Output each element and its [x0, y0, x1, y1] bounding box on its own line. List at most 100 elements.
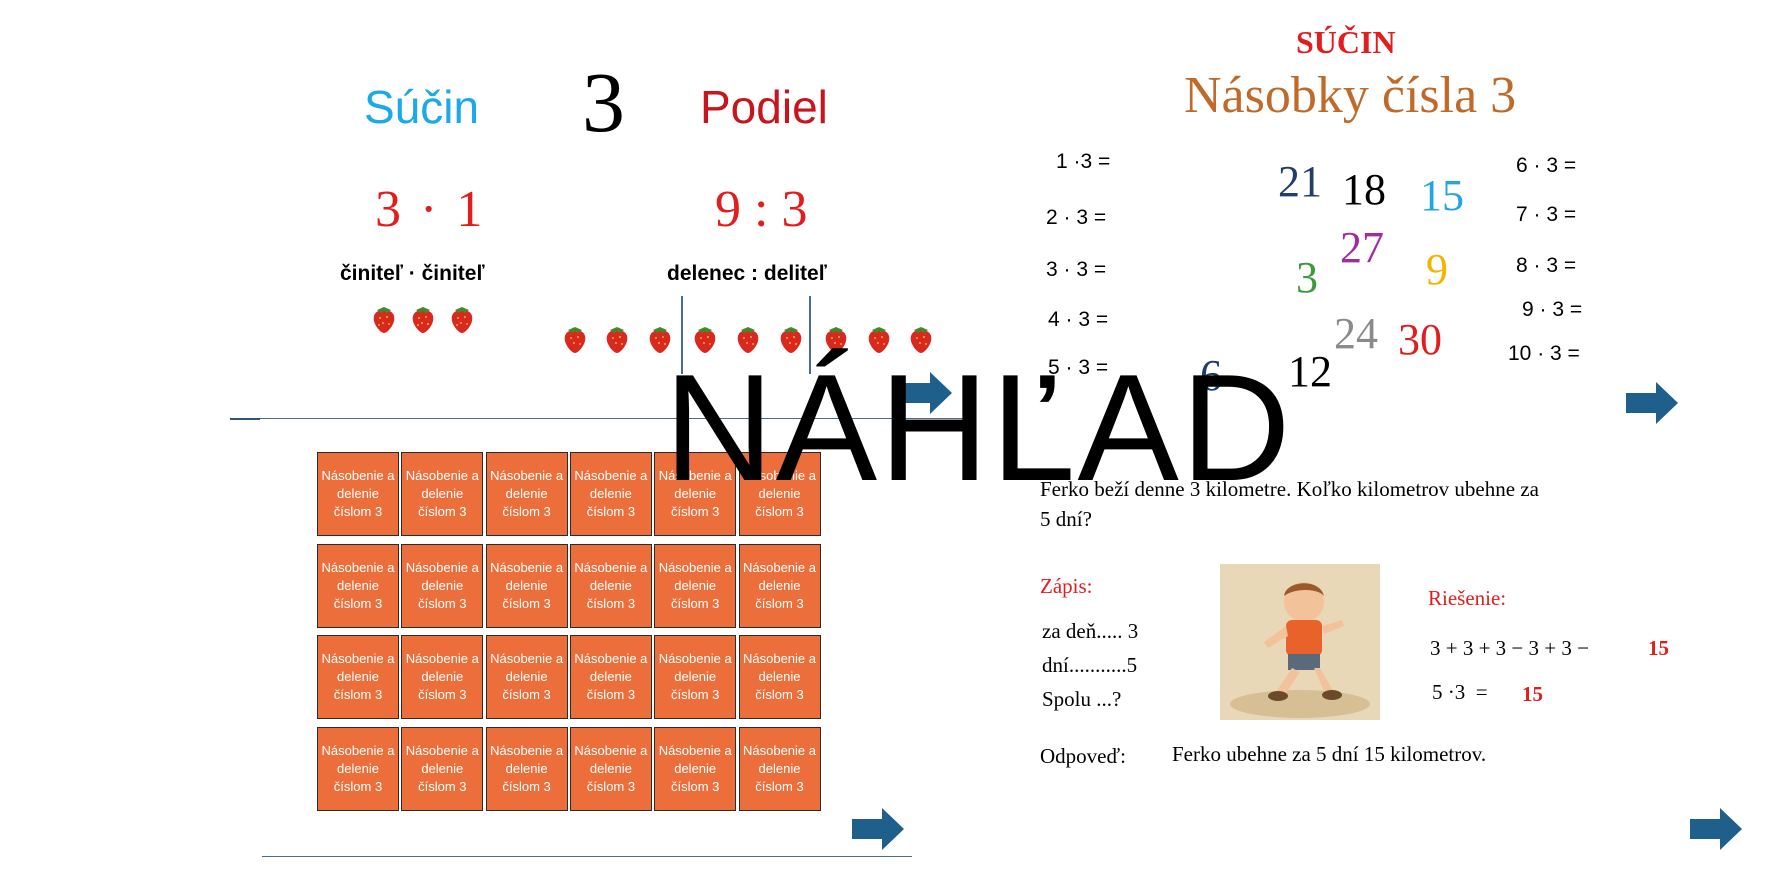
factor-label: činiteľ · činiteľ	[340, 262, 485, 285]
strawberry-icon	[694, 327, 716, 353]
tile-label-line: delenie	[589, 760, 632, 776]
multiple-number[interactable]: 9	[1426, 245, 1448, 294]
tile-label-line: Násobenie a	[574, 651, 648, 666]
tile-label-line: Násobenie a	[490, 651, 564, 666]
tile-label-line: delenie	[674, 577, 717, 593]
lesson-tile[interactable]: Násobenie a delenie číslom 3	[401, 452, 484, 536]
lesson-tile[interactable]: Násobenie a delenie číslom 3	[485, 543, 568, 628]
tile-label-line: číslom 3	[670, 595, 720, 611]
tile-label-line: číslom 3	[586, 595, 636, 611]
lesson-tile[interactable]: Násobenie a delenie číslom 3	[401, 543, 484, 628]
equation-right: 6 · 3 =	[1516, 154, 1577, 177]
lesson-tile[interactable]: Násobenie a delenie číslom 3	[401, 726, 484, 811]
lesson-tile-label: Násobenie a delenie číslom 3	[402, 467, 482, 521]
lesson-tile[interactable]: Násobenie a delenie číslom 3	[569, 452, 652, 536]
next-arrow-icon[interactable]	[900, 372, 952, 414]
lesson-tile[interactable]: Násobenie a delenie číslom 3	[654, 452, 737, 536]
lesson-tile[interactable]: Násobenie a delenie číslom 3	[654, 726, 737, 811]
quotient-expression: 9 : 3	[715, 181, 808, 238]
next-arrow-icon[interactable]	[1690, 808, 1742, 850]
tile-label-line: delenie	[758, 577, 801, 593]
tile-label-line: číslom 3	[670, 504, 720, 519]
tile-label-line: delenie	[505, 577, 548, 593]
tile-label-line: Násobenie a	[574, 559, 648, 575]
strawberry-icon	[649, 327, 671, 353]
tile-label-line: číslom 3	[333, 687, 383, 702]
lesson-tile-label: Násobenie a delenie číslom 3	[571, 742, 651, 796]
lesson-tile[interactable]: Násobenie a delenie číslom 3	[654, 635, 737, 719]
lesson-tile[interactable]: Násobenie a delenie číslom 3	[738, 726, 821, 811]
multiple-number[interactable]: 30	[1398, 315, 1442, 364]
multiple-number[interactable]: 3	[1296, 253, 1318, 302]
tile-label-line: Násobenie a	[658, 742, 732, 758]
riesenie-label: Riešenie:	[1428, 586, 1507, 610]
lesson-tile[interactable]: Násobenie a delenie číslom 3	[738, 635, 821, 719]
tile-label-line: Násobenie a	[405, 559, 479, 575]
tile-label-line: Násobenie a	[743, 468, 816, 483]
tile-label-line: číslom 3	[333, 504, 383, 519]
tile-label-line: delenie	[421, 760, 464, 776]
lesson-tile-label: Násobenie a delenie číslom 3	[655, 467, 735, 521]
lesson-tile-label: Násobenie a delenie číslom 3	[740, 742, 820, 796]
lesson-tile[interactable]: Násobenie a delenie číslom 3	[569, 726, 652, 811]
lesson-tile[interactable]: Násobenie a delenie číslom 3	[485, 726, 568, 811]
next-arrow-icon[interactable]	[1626, 382, 1678, 424]
multiple-number[interactable]: 6	[1200, 351, 1222, 400]
lesson-tile[interactable]: Násobenie a delenie číslom 3	[738, 452, 821, 536]
group-divider	[809, 296, 811, 374]
lesson-tile-label: Násobenie a delenie číslom 3	[571, 650, 651, 704]
tile-label-line: Násobenie a	[658, 559, 732, 575]
tile-label-line: delenie	[758, 760, 801, 776]
tile-label-line: Násobenie a	[321, 651, 395, 666]
tile-label-line: číslom 3	[333, 595, 383, 611]
lesson-tile[interactable]: Násobenie a delenie číslom 3	[654, 543, 737, 628]
lesson-tile[interactable]: Násobenie a delenie číslom 3	[317, 726, 399, 811]
strawberry-icon	[373, 307, 395, 333]
lesson-tile[interactable]: Násobenie a delenie číslom 3	[401, 635, 484, 719]
lesson-tile-label: Násobenie a delenie číslom 3	[318, 559, 398, 613]
multiple-number[interactable]: 15	[1420, 171, 1464, 220]
lesson-tile-label: Násobenie a delenie číslom 3	[318, 650, 398, 704]
lesson-tile[interactable]: Násobenie a delenie číslom 3	[317, 635, 399, 719]
tile-label-line: číslom 3	[333, 778, 383, 794]
slide-separator-line	[230, 418, 970, 419]
tile-label-line: číslom 3	[586, 778, 636, 794]
tile-label-line: Násobenie a	[574, 742, 648, 758]
tile-label-line: číslom 3	[755, 778, 804, 794]
lesson-tile[interactable]: Násobenie a delenie číslom 3	[485, 635, 568, 719]
lesson-tile[interactable]: Násobenie a delenie číslom 3	[317, 543, 399, 628]
answer-label: Odpoveď:	[1040, 744, 1126, 768]
next-arrow-icon[interactable]	[852, 808, 904, 850]
title-number: 3	[582, 54, 625, 150]
tile-label-line: Násobenie a	[743, 742, 816, 758]
tile-label-line: delenie	[674, 486, 717, 501]
preview-watermark: NÁHĽAD	[664, 343, 1293, 513]
tile-label-line: Násobenie a	[490, 742, 564, 758]
lesson-tile[interactable]: Násobenie a delenie číslom 3	[569, 635, 652, 719]
lesson-tile[interactable]: Násobenie a delenie číslom 3	[485, 452, 568, 536]
strawberry-icon	[606, 327, 628, 353]
multiple-number[interactable]: 27	[1340, 223, 1384, 272]
tile-label-line: delenie	[758, 486, 801, 501]
lesson-tile[interactable]: Násobenie a delenie číslom 3	[738, 543, 821, 628]
tile-label-line: delenie	[421, 486, 464, 501]
slide2-heading-large: Násobky čísla 3	[1184, 67, 1517, 124]
multiple-number[interactable]: 24	[1334, 309, 1378, 358]
problem-text: Ferko beží denne 3 kilometre. Koľko kilo…	[1040, 474, 1680, 534]
multiple-number[interactable]: 21	[1278, 157, 1322, 206]
lesson-tile[interactable]: Násobenie a delenie číslom 3	[317, 452, 399, 536]
running-boy-illustration	[1220, 564, 1380, 720]
multiple-number[interactable]: 12	[1288, 347, 1332, 396]
tile-label-line: delenie	[589, 669, 632, 684]
lesson-tile-label: Násobenie a delenie číslom 3	[318, 467, 398, 521]
tile-label-line: Násobenie a	[490, 468, 564, 483]
tile-label-line: Násobenie a	[405, 468, 479, 483]
lesson-tile-label: Násobenie a delenie číslom 3	[402, 742, 482, 796]
strawberry-icon	[910, 327, 932, 353]
zapis-label: Zápis:	[1040, 574, 1093, 598]
multiple-number[interactable]: 18	[1342, 165, 1386, 214]
mult-expression: 5 ·3 =	[1432, 680, 1488, 704]
lesson-tile[interactable]: Násobenie a delenie číslom 3	[569, 543, 652, 628]
tile-label-line: delenie	[421, 577, 464, 593]
tile-label-line: Násobenie a	[574, 468, 648, 483]
